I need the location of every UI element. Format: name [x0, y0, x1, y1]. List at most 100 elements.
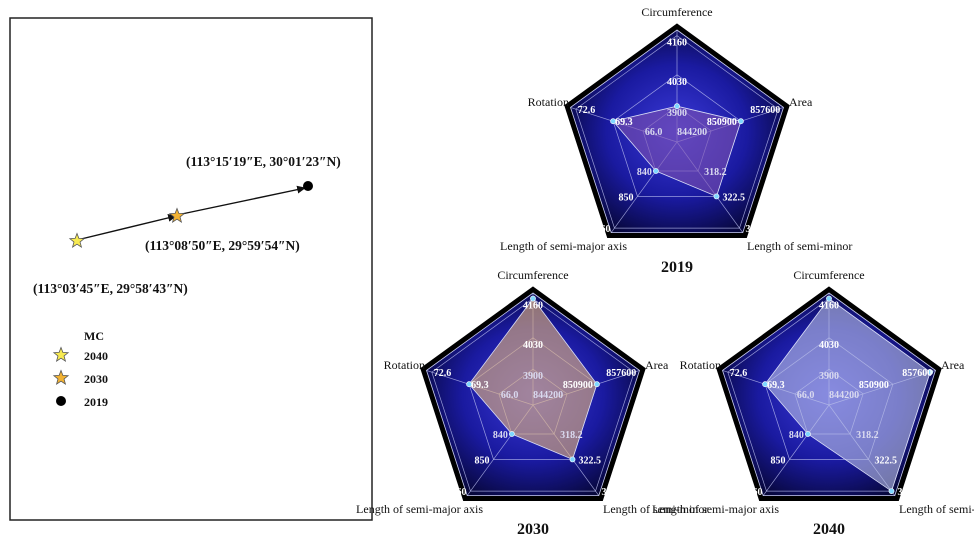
radar-chart-2040: 3900 844200 318.2 840 66.0 4030 850900 322.5 850… [652, 268, 974, 538]
radar-data-point [530, 295, 536, 302]
radar-tick-label: 322.5 [723, 192, 746, 203]
radar-axis-label: Rotation [680, 358, 721, 372]
coord-label-2040: (113°03′45″E, 29°58′43″N) [33, 281, 188, 296]
radar-year-title: 2040 [813, 521, 845, 538]
radar-data-point [653, 168, 659, 174]
legend-title: MC [84, 329, 104, 343]
radar-tick-label: 326 [602, 487, 617, 498]
radar-grid-ring [612, 74, 742, 197]
radar-data-point [738, 118, 744, 125]
legend-dot-2019-icon [56, 396, 66, 406]
radar-data-point [888, 488, 895, 494]
radar-tick-label: 850900 [563, 380, 593, 391]
dot-2019-icon [303, 181, 313, 191]
radar-tick-label: 840 [637, 167, 652, 178]
map-panel: (113°15′19″E, 30°01′23″N) (113°08′50″E, … [9, 17, 373, 521]
radar-tick-label: 844200 [533, 390, 563, 401]
radar-tick-label: 72.6 [730, 368, 748, 379]
radar-data-point [508, 431, 515, 437]
radar-tick-label: 3900 [523, 371, 543, 382]
radar-tick-label: 4160 [667, 38, 687, 49]
radar-tick-label: 69.3 [471, 380, 489, 391]
radar-chart-2030: 3900 844200 318.2 840 66.0 4030 850900 322.5 850… [356, 268, 708, 538]
radar-tick-label: 840 [789, 430, 804, 441]
radar-axis-label: Circumference [793, 268, 864, 282]
radar-data-point [713, 193, 720, 200]
radar-tick-label: 860 [748, 487, 763, 498]
radar-tick-label: 860 [596, 224, 611, 235]
radar-tick-label: 322.5 [875, 455, 898, 466]
radar-axis-label: Area [645, 358, 669, 372]
trajectory-line-1 [76, 214, 177, 241]
radar-tick-label: 326 [898, 487, 913, 498]
coord-label-2019: (113°15′19″E, 30°01′23″N) [186, 154, 341, 169]
radar-axis-label: Circumference [497, 268, 568, 282]
radar-tick-label: 4160 [819, 301, 839, 312]
radar-axis-label: Area [941, 358, 965, 372]
radar-axis-label: Circumference [641, 5, 712, 19]
radar-axis-label: Length of semi-major axis [652, 502, 779, 516]
radar-data-point [594, 381, 600, 388]
radar-tick-label: 850 [619, 192, 634, 203]
radar-data-point [805, 431, 811, 437]
radar-tick-label: 844200 [829, 390, 859, 401]
radar-tick-label: 318.2 [560, 430, 583, 441]
radar-tick-label: 844200 [677, 127, 707, 138]
legend-label-2030: 2030 [84, 372, 108, 386]
radar-axis-label: Length of semi-major axis [356, 502, 483, 516]
radar-tick-label: 72.6 [434, 368, 452, 379]
radar-axis-label: Rotation [528, 95, 569, 109]
radar-tick-label: 72.6 [578, 105, 596, 116]
radar-data-point [569, 456, 576, 463]
radar-grid-ring [431, 298, 635, 492]
star-2030-icon [168, 207, 186, 223]
radar-series-area [764, 298, 931, 492]
radar-tick-label: 850 [475, 455, 490, 466]
radar-tick-label: 850900 [859, 380, 889, 391]
radar-axis-label: Length of semi-minor [899, 502, 974, 516]
radar-axis-label: Length of semi-minor [747, 239, 852, 253]
radar-tick-label: 857600 [902, 368, 932, 379]
legend-label-2019: 2019 [84, 395, 108, 409]
radar-tick-label: 66.0 [797, 390, 815, 401]
map-frame [9, 17, 373, 521]
coord-label-2030: (113°08′50″E, 29°59′54″N) [145, 238, 300, 253]
legend-label-2040: 2040 [84, 349, 108, 363]
radar-tick-label: 69.3 [767, 380, 785, 391]
trajectory-line-2 [176, 185, 306, 216]
radar-axis-label: Area [789, 95, 813, 109]
radar-tick-label: 318.2 [856, 430, 879, 441]
radar-tick-label: 4030 [667, 77, 687, 88]
radar-year-title: 2019 [661, 259, 693, 276]
radar-tick-label: 3900 [819, 371, 839, 382]
radar-data-point [610, 118, 616, 125]
radar-tick-label: 4030 [523, 340, 543, 351]
radar-tick-label: 857600 [750, 105, 780, 116]
radar-tick-label: 3900 [667, 108, 687, 119]
radar-tick-label: 4030 [819, 340, 839, 351]
star-2040-icon [68, 232, 86, 248]
radar-tick-label: 857600 [606, 368, 636, 379]
radar-grid-ring [575, 35, 779, 229]
radar-tick-label: 4160 [523, 301, 543, 312]
radar-tick-label: 322.5 [579, 455, 602, 466]
radar-axis-label: Length of semi-major axis [500, 239, 627, 253]
radar-series-area [612, 105, 742, 197]
radar-data-point [674, 103, 680, 110]
radar-axis-label: Rotation [384, 358, 425, 372]
radar-tick-label: 326 [746, 224, 761, 235]
radar-tick-label: 69.3 [615, 117, 633, 128]
legend-star-2030-icon [52, 369, 70, 385]
radar-tick-label: 850 [771, 455, 786, 466]
radar-tick-label: 860 [452, 487, 467, 498]
radar-data-point [927, 369, 934, 375]
radar-data-point [762, 381, 768, 388]
radar-tick-label: 66.0 [501, 390, 519, 401]
radar-tick-label: 66.0 [645, 127, 663, 138]
radar-series-area [468, 297, 598, 460]
radar-chart-2019: 3900 844200 318.2 840 66.0 4030 850900 322.5 850… [500, 5, 852, 276]
radar-data-point [466, 381, 472, 388]
radar-tick-label: 850900 [707, 117, 737, 128]
radar-data-point [826, 295, 832, 302]
